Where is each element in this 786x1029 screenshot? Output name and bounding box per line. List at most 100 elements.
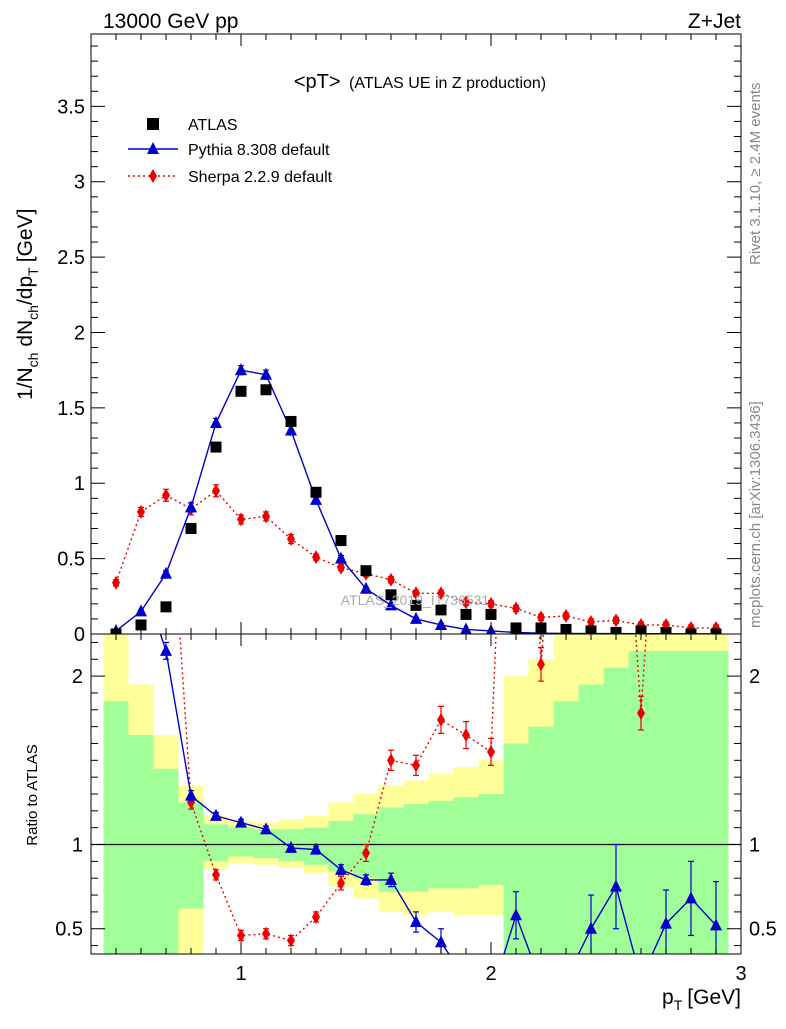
uncertainty-band-green: [553, 701, 579, 954]
main-point-square: [460, 608, 472, 620]
legend-label: ATLAS: [188, 117, 238, 134]
main-point-square: [410, 599, 422, 611]
main-point-triangle: [285, 423, 297, 436]
main-point-square: [485, 608, 497, 620]
main-panel-data: [110, 363, 722, 634]
main-point-diamond: [312, 550, 320, 565]
y-tick-label: 1: [74, 473, 85, 495]
main-point-diamond: [112, 575, 120, 590]
main-point-diamond: [137, 504, 145, 519]
uncertainty-band-green: [228, 827, 254, 857]
y-tick-label-right: 1: [749, 835, 760, 857]
ratio-point-diamond: [487, 744, 495, 759]
uncertainty-band-green: [103, 701, 129, 954]
ratio-point-diamond: [262, 926, 270, 941]
ratio-point-triangle: [435, 935, 447, 948]
main-point-triangle: [260, 367, 272, 380]
main-point-square: [435, 604, 447, 616]
main-point-square: [360, 565, 372, 577]
ylabel-part: /dp: [14, 276, 37, 305]
main-point-square: [335, 535, 347, 547]
legend-marker-diamond: [149, 169, 157, 183]
uncertainty-band-green: [528, 726, 554, 954]
main-point-diamond: [287, 532, 295, 547]
ylabel-sub: ch: [25, 353, 41, 368]
process-label: Z+Jet: [688, 10, 741, 33]
main-point-triangle: [385, 598, 397, 611]
ylabel-sub: ch: [25, 305, 41, 320]
main-point-diamond: [487, 596, 495, 611]
ratio-point-diamond: [212, 867, 220, 882]
ratio-point-triangle: [310, 842, 322, 855]
xlabel-sub: T: [674, 997, 683, 1013]
ratio-point-diamond: [237, 928, 245, 943]
main-point-square: [385, 589, 397, 601]
ratio-point-triangle: [660, 916, 672, 929]
ratio-point-diamond: [537, 657, 545, 672]
main-point-diamond: [412, 586, 420, 601]
ratio-point-triangle: [610, 879, 622, 892]
y-tick-label: 1: [72, 835, 83, 857]
main-point-diamond: [337, 560, 345, 575]
main-point-diamond: [512, 601, 520, 616]
main-point-diamond: [562, 608, 570, 623]
x-tick-label: 2: [485, 963, 496, 985]
main-point-triangle: [185, 500, 197, 513]
x-tick-label: 3: [735, 963, 746, 985]
ylabel-sub: T: [25, 267, 41, 276]
mcplots-label: mcplots.cern.ch [arXiv:1306.3436]: [747, 401, 764, 628]
y-tick-label: 2: [74, 322, 85, 344]
ratio-point-diamond: [287, 933, 295, 948]
xlabel-part: p: [662, 986, 674, 1009]
main-point-square: [510, 622, 522, 634]
main-point-square: [135, 619, 147, 631]
main-point-diamond: [387, 572, 395, 587]
main-point-square: [535, 622, 547, 634]
analysis-watermark: ATLAS_2019_I1736531: [341, 592, 490, 608]
ratio-point-diamond: [637, 706, 645, 721]
y-tick-label: 2.5: [57, 247, 85, 269]
main-point-triangle: [360, 581, 372, 594]
ratio-point-triangle: [360, 872, 372, 885]
main-title-subtext: (ATLAS UE in Z production): [349, 75, 546, 92]
main-point-diamond: [212, 483, 220, 498]
ratio-point-triangle: [410, 915, 422, 927]
ratio-point-diamond: [462, 728, 470, 743]
main-point-diamond: [237, 512, 245, 527]
y-tick-label: 0: [74, 624, 85, 646]
main-point-triangle: [435, 617, 447, 630]
ratio-panel-data: [91, 634, 741, 954]
main-point-diamond: [162, 488, 170, 503]
main-title-text: <pT>: [294, 71, 341, 93]
main-y-axis-label: 1/Nch dNch/dpT[GeV]: [14, 209, 41, 400]
legend: ATLAS Pythia 8.308 default Sherpa 2.2.9 de…: [128, 117, 333, 186]
ratio-y-axis-label: Ratio to ATLAS: [24, 744, 41, 845]
ratio-point-diamond: [412, 758, 420, 773]
main-point-triangle: [310, 492, 322, 505]
uncertainty-band-green: [603, 667, 629, 954]
ratio-point-triangle: [710, 918, 722, 931]
main-point-diamond: [587, 614, 595, 629]
ratio-point-triangle: [160, 643, 172, 656]
main-point-square: [285, 415, 297, 427]
legend-marker-triangle: [147, 142, 159, 154]
ratio-point-diamond: [312, 909, 320, 924]
ratio-point-triangle: [285, 840, 297, 853]
y-tick-label: 3: [74, 172, 85, 194]
ylabel-part: dN: [14, 320, 37, 353]
main-point-square: [260, 384, 272, 396]
main-point-square: [235, 385, 247, 397]
main-point-triangle: [410, 611, 422, 624]
ratio-point-diamond: [387, 753, 395, 768]
legend-marker-square: [147, 118, 159, 130]
ratio-point-diamond: [362, 845, 370, 860]
uncertainty-band-green: [203, 824, 229, 862]
rivet-label: Rivet 3.1.10, ≥ 2.4M events: [747, 83, 764, 266]
ratio-point-triangle: [385, 872, 397, 885]
ratio-point-diamond: [437, 712, 445, 727]
energy-label: 13000 GeV pp: [103, 10, 238, 33]
uncertainty-band-green: [403, 804, 429, 892]
y-tick-label: 0.5: [55, 919, 83, 941]
